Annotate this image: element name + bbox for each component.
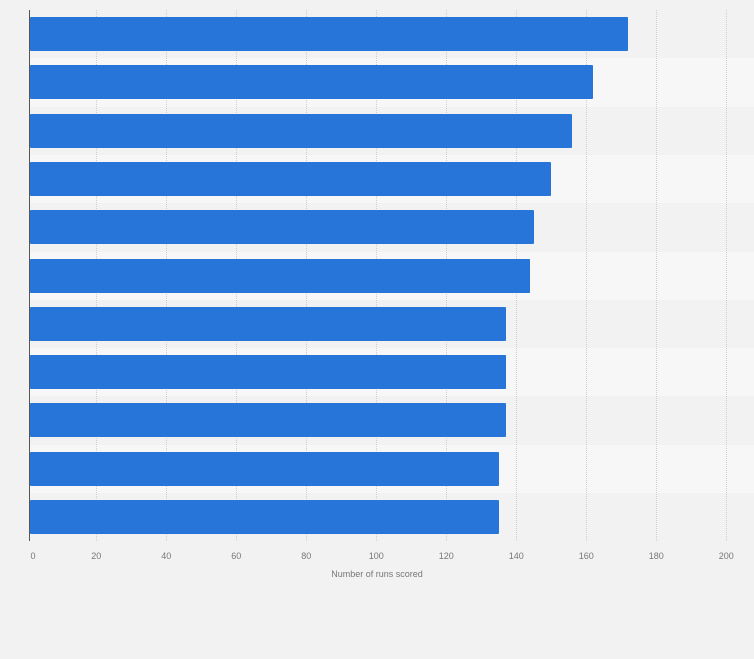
x-tick-label: 140 (508, 551, 524, 561)
x-tick-label: 0 (30, 551, 36, 561)
x-axis-label: Number of runs scored (331, 569, 423, 579)
bar[interactable] (30, 355, 506, 390)
x-tick-label: 60 (231, 551, 242, 561)
x-tick-label: 100 (368, 551, 384, 561)
bar[interactable] (30, 65, 594, 100)
x-tick-label: 120 (438, 551, 454, 561)
x-tick-label: 200 (718, 551, 734, 561)
x-tick-label: 80 (301, 551, 312, 561)
y-axis-line (29, 10, 30, 541)
bar[interactable] (30, 403, 506, 438)
bar[interactable] (30, 161, 552, 196)
bar[interactable] (30, 306, 506, 341)
x-tick-label: 40 (161, 551, 172, 561)
gridline (656, 10, 658, 541)
bar[interactable] (30, 17, 629, 51)
bar[interactable] (30, 500, 499, 534)
x-tick-label: 180 (648, 551, 664, 561)
gridline (726, 10, 728, 541)
bar[interactable] (30, 210, 534, 245)
bar[interactable] (30, 451, 499, 486)
bar[interactable] (30, 258, 531, 293)
x-tick-label: 20 (91, 551, 102, 561)
x-tick-label: 160 (578, 551, 594, 561)
bar[interactable] (30, 113, 573, 148)
gridline (586, 10, 588, 541)
